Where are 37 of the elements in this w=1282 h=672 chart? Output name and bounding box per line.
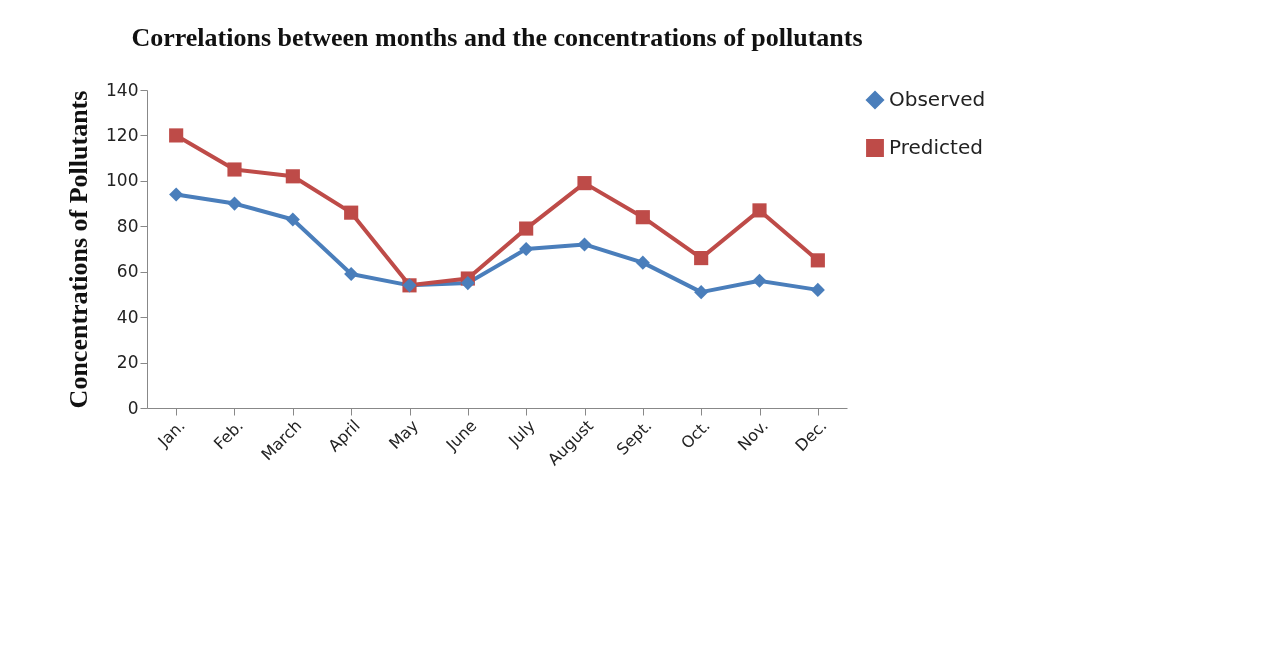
point xyxy=(694,251,709,266)
y-tick-label: 60 xyxy=(116,261,139,282)
point xyxy=(810,253,825,268)
point xyxy=(577,176,592,191)
point xyxy=(635,255,650,270)
point xyxy=(227,196,242,211)
point xyxy=(344,266,359,282)
x-tick-label: Oct. xyxy=(677,416,714,453)
point xyxy=(460,276,475,291)
point xyxy=(810,282,825,297)
point xyxy=(169,128,184,143)
point xyxy=(752,273,767,288)
point xyxy=(519,241,534,257)
point xyxy=(169,187,184,202)
legend-label: Observed xyxy=(889,87,986,111)
y-tick-label: 140 xyxy=(106,79,139,100)
y-tick-label: 100 xyxy=(106,170,139,191)
y-tick-label: 20 xyxy=(116,352,139,373)
point xyxy=(285,169,300,184)
point xyxy=(285,212,300,227)
point xyxy=(694,285,709,300)
x-tick-label: Dec. xyxy=(791,416,831,456)
y-axis-title: Concentrations of Pollutants xyxy=(64,90,94,409)
point xyxy=(519,221,534,236)
x-tick-label: Feb. xyxy=(209,416,248,454)
chart-title: Correlations between months and the concentrations of pollutants xyxy=(131,23,863,52)
y-tick-label: 80 xyxy=(116,215,139,236)
point xyxy=(577,237,592,252)
point xyxy=(227,162,242,177)
legend-label: Predicted xyxy=(889,135,983,159)
point xyxy=(344,205,359,220)
y-tick-label: 0 xyxy=(127,397,139,418)
x-tick-label: Jan. xyxy=(153,416,189,452)
point xyxy=(752,203,767,218)
y-tick-label: 40 xyxy=(116,306,139,327)
point xyxy=(635,210,650,225)
y-tick-label: 120 xyxy=(106,124,139,145)
